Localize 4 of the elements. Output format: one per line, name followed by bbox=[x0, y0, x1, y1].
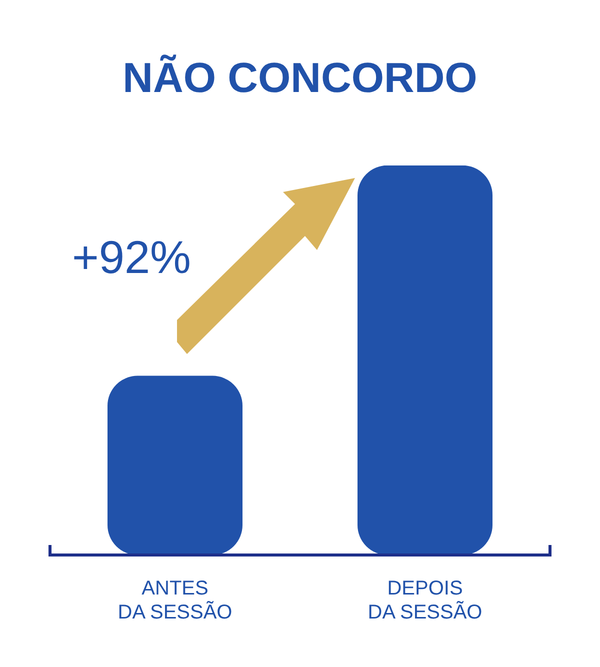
x-tick-label: ANTES DA SESSÃO bbox=[118, 578, 232, 624]
chart-title: NÃO CONCORDO bbox=[122, 54, 478, 101]
annotation: +92% bbox=[72, 231, 191, 284]
x-tick-label: DEPOIS DA SESSÃO bbox=[368, 578, 482, 624]
